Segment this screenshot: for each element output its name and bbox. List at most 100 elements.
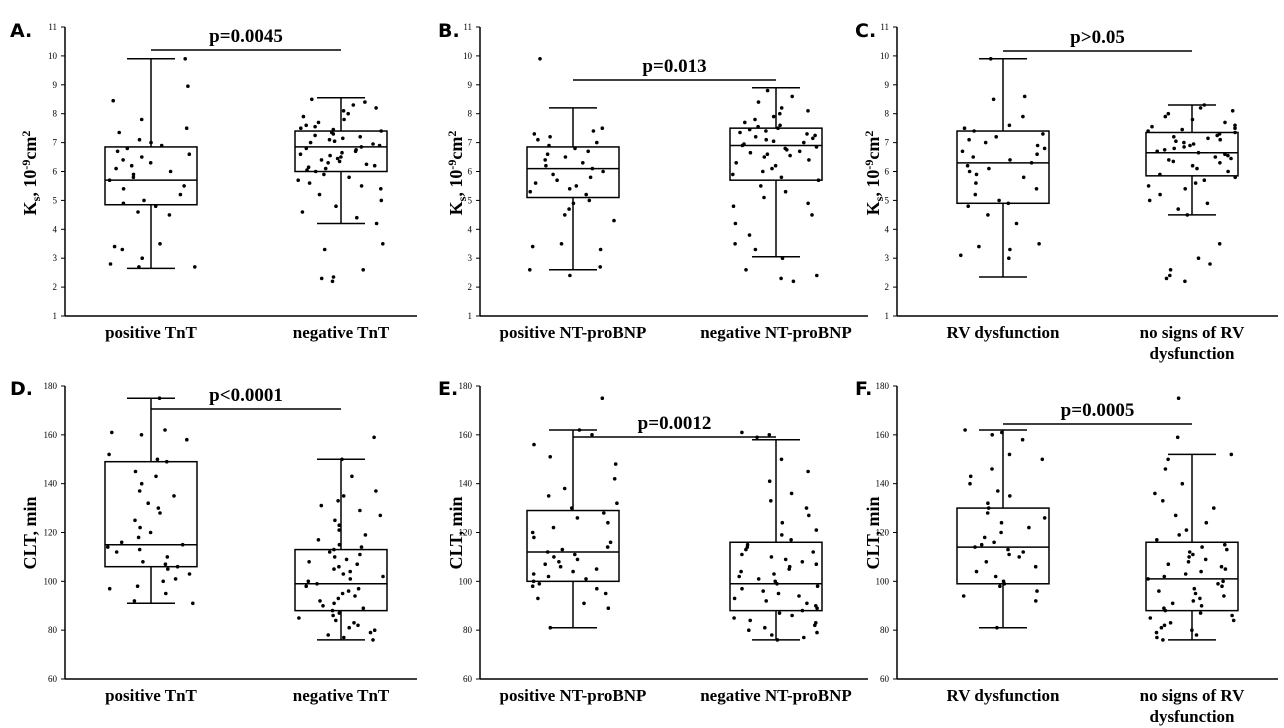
data-point [1198,596,1202,601]
data-point [158,242,162,246]
data-point [348,577,353,581]
panel-letter: C. [855,20,876,42]
category-label: negative NT-proBNP [700,323,852,342]
data-point [582,601,586,606]
data-point [342,635,346,640]
data-point [780,520,785,525]
data-point [732,616,736,620]
data-point [1190,628,1194,632]
data-point [602,511,606,515]
p-value-label: p=0.013 [642,56,706,77]
data-point [615,501,619,506]
data-point [993,574,998,579]
data-point [337,542,342,547]
data-point [731,204,736,208]
data-point [797,594,801,598]
box-1 [526,396,620,630]
data-point [538,57,542,61]
y-axis-title: CLT, min [863,496,883,569]
data-point [575,557,580,562]
y-tick-label: 11 [463,22,472,32]
data-point [1042,146,1047,151]
data-point [327,137,332,142]
data-point [989,57,993,61]
data-point [131,175,136,180]
data-point [379,187,383,191]
y-tick-label: 180 [459,381,473,391]
data-point [334,618,338,623]
panel-3: C. 1 2 3 4 5 6 7 8 9 10 11 Ks, 10-9cm2 RV dysfunction… [855,20,1278,363]
data-point [156,506,161,510]
data-point [1161,638,1165,642]
data-point [1220,584,1224,588]
data-point [785,148,789,152]
data-point [378,513,383,518]
box-2 [294,97,388,284]
data-point [1191,599,1196,603]
data-point [788,153,792,158]
data-point [998,584,1002,588]
data-point [1204,520,1209,525]
data-point [184,126,189,130]
data-point [310,97,314,102]
data-point [121,158,125,162]
category-label: positive NT-proBNP [500,686,647,705]
data-point [1202,178,1207,182]
data-point [1215,133,1219,138]
data-point [747,233,752,237]
data-point [341,109,346,113]
data-point [133,518,137,523]
data-point [317,192,322,197]
data-point [747,628,751,632]
data-point [346,589,351,593]
data-point [787,567,791,571]
data-point [1037,242,1041,246]
data-point [372,628,377,632]
data-point [548,455,552,459]
data-point [341,136,345,141]
y-tick-label: 7 [468,138,473,148]
data-point [744,547,748,552]
data-point [180,542,185,547]
data-point [356,586,361,591]
box-2 [729,86,823,284]
data-point [1229,156,1233,161]
data-point [135,584,140,588]
data-point [1177,533,1181,537]
y-tick-label: 60 [880,674,890,684]
data-point [778,111,782,116]
category-label: RV dysfunction [947,686,1060,705]
iqr-box [729,541,823,612]
data-point [813,133,817,138]
data-point [341,572,346,576]
y-tick-label: 100 [44,576,58,586]
data-point [815,273,819,278]
data-point [1007,552,1011,557]
data-point [764,129,768,133]
data-point [1233,130,1237,135]
data-point [350,474,354,479]
data-point [1186,560,1191,564]
data-point [364,162,369,167]
data-point [992,540,996,545]
data-point [1020,437,1025,442]
data-point [1226,153,1230,158]
iqr-box [294,130,388,173]
data-point [577,428,582,432]
y-tick-label: 80 [463,625,473,635]
panel-5: E. 60 80 100 120 140 160 180 CLT, min positive NT… [438,378,868,705]
data-point [814,145,819,149]
data-point [769,555,774,559]
data-point [342,117,346,122]
y-tick-label: 5 [53,195,58,205]
data-point [1155,149,1159,154]
data-point [331,127,336,132]
data-point [1168,621,1173,625]
data-point [959,253,963,258]
data-point [377,143,382,148]
data-point [114,166,118,171]
data-point [783,557,788,562]
data-point [968,474,973,479]
data-point [308,140,313,145]
y-tick-label: 120 [44,528,58,538]
